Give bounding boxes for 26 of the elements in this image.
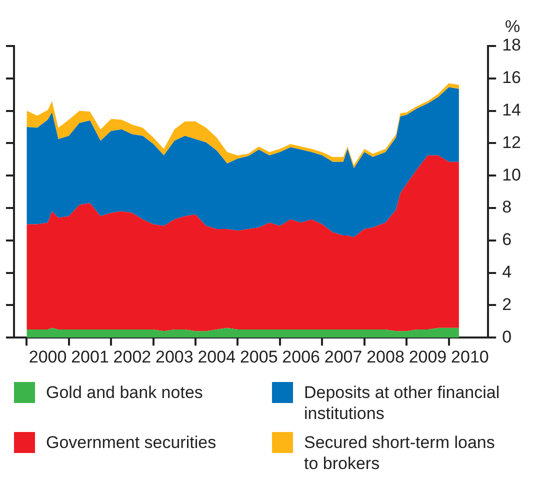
x-tick-label: 2006 — [282, 347, 320, 366]
y-tick-label: 4 — [502, 262, 512, 282]
x-tick-label: 2001 — [71, 347, 109, 366]
x-tick-label: 2000 — [28, 347, 67, 366]
x-tick-label: 2008 — [366, 347, 404, 366]
y-tick-label: 10 — [502, 165, 522, 184]
legend-label: Government securities — [46, 432, 216, 453]
y-tick-label: 6 — [502, 230, 512, 250]
y-tick-label: 8 — [502, 198, 512, 217]
y-axis-title: % — [505, 17, 520, 36]
legend-label: Gold and bank notes — [46, 382, 203, 403]
x-tick-label: 2002 — [113, 347, 152, 366]
legend-label: Secured short-term loans to brokers — [304, 432, 496, 474]
y-tick-label: 12 — [502, 132, 522, 152]
y-tick-label: 0 — [502, 327, 512, 346]
x-tick-label: 2003 — [156, 347, 194, 366]
y-tick-label: 2 — [502, 294, 512, 314]
x-tick-label: 2005 — [240, 347, 278, 366]
y-tick-label: 18 — [502, 36, 522, 55]
x-tick-label: 2009 — [408, 347, 447, 366]
y-tick-label: 16 — [502, 68, 522, 88]
x-tick-label: 2007 — [324, 347, 362, 366]
x-tick-label: 2010 — [451, 347, 489, 366]
x-tick-label: 2004 — [198, 347, 236, 366]
legend-label: Deposits at other financial institutions — [304, 382, 501, 424]
y-tick-label: 14 — [502, 100, 522, 120]
